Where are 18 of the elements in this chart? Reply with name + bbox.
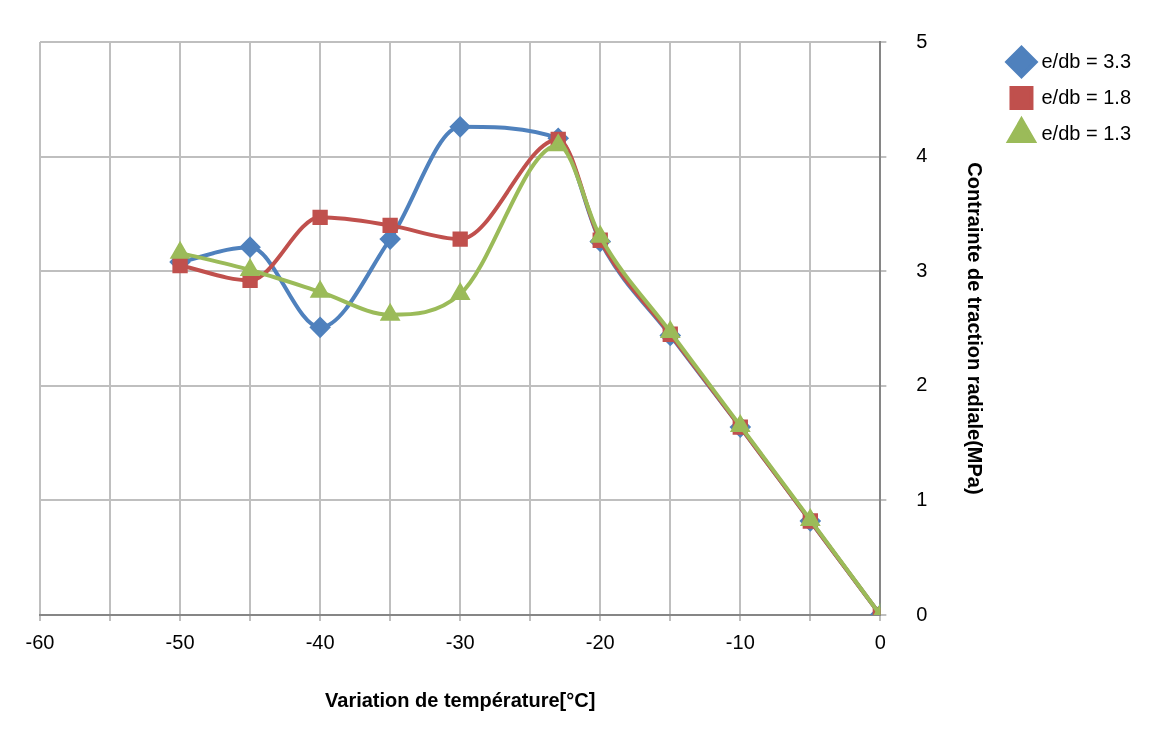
legend-label: e/db = 1.8: [1041, 85, 1132, 108]
y-tick-label: 5: [916, 29, 928, 52]
y-tick-label: 2: [916, 373, 928, 396]
y-tick-label: 4: [916, 144, 928, 167]
y-axis-title: Contrainte de traction radiale(MPa): [963, 162, 986, 495]
x-tick-label: -10: [725, 630, 755, 653]
y-tick-label: 3: [916, 258, 928, 281]
x-axis-title: Variation de température[°C]: [325, 688, 596, 711]
x-tick-label: -20: [585, 630, 615, 653]
legend-label: e/db = 1.3: [1041, 121, 1132, 144]
x-tick-label: 0: [874, 630, 886, 653]
x-tick-label: -30: [445, 630, 475, 653]
legend-label: e/db = 3.3: [1041, 49, 1132, 72]
y-tick-label: 1: [916, 487, 928, 510]
x-tick-label: -40: [305, 630, 335, 653]
y-tick-label: 0: [916, 602, 928, 625]
x-tick-label: -50: [165, 630, 195, 653]
x-tick-label: -60: [25, 630, 55, 653]
